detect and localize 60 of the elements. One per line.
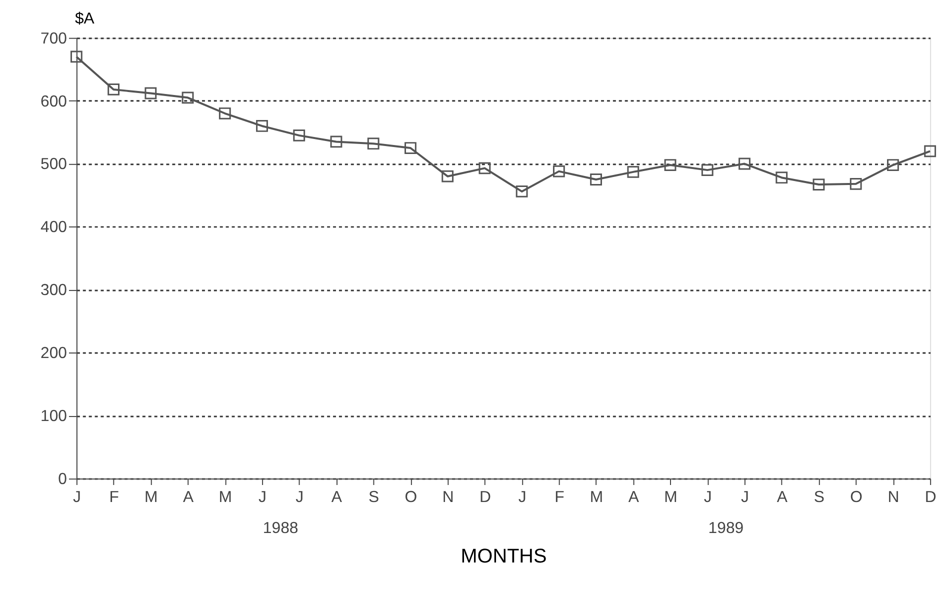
point xyxy=(404,142,416,154)
x-tick-label: F xyxy=(554,488,565,506)
point xyxy=(182,92,194,104)
y-tick-label: 0 xyxy=(58,471,68,488)
y-tick-label: 400 xyxy=(40,219,68,236)
x-tick-label: J xyxy=(704,488,712,506)
point xyxy=(256,120,268,132)
x-tick-label: D xyxy=(479,488,491,506)
point xyxy=(330,136,342,148)
point xyxy=(701,164,714,176)
point xyxy=(478,162,491,174)
point xyxy=(850,178,862,190)
y-axis-title: $A xyxy=(74,10,95,28)
point xyxy=(552,165,565,178)
x-tick-label: J xyxy=(518,488,526,506)
x-tick-label: A xyxy=(628,488,640,506)
x-tick-label: J xyxy=(741,488,749,506)
point xyxy=(812,178,825,190)
point xyxy=(590,174,602,186)
point xyxy=(516,186,528,198)
x-tick-label: D xyxy=(924,488,936,506)
x-tick-label: A xyxy=(776,488,788,506)
x-tick-label: A xyxy=(331,488,342,506)
point xyxy=(664,159,676,171)
x-tick-label: J xyxy=(72,488,81,506)
x-tick-label: S xyxy=(814,488,825,506)
x-tick-label: O xyxy=(404,488,418,506)
point xyxy=(738,158,750,170)
point xyxy=(218,107,231,120)
text: 1989 xyxy=(708,520,744,538)
y-tick-label: 500 xyxy=(40,156,68,174)
x-tick-label: S xyxy=(368,488,380,506)
point xyxy=(924,145,936,158)
x-tick-label: A xyxy=(182,488,194,506)
point xyxy=(293,129,306,142)
x-tick-label: J xyxy=(296,488,304,506)
x-tick-label: N xyxy=(888,488,900,506)
point xyxy=(887,159,899,171)
y-tick-label: 100 xyxy=(40,408,68,426)
x-tick-label: M xyxy=(590,488,604,506)
x-tick-label: O xyxy=(850,488,863,506)
y-tick-label: 200 xyxy=(40,345,68,362)
point xyxy=(70,50,82,63)
x-tick-label: M xyxy=(144,488,158,506)
point xyxy=(776,172,788,184)
x-axis-title: MONTHS xyxy=(460,545,547,568)
text: 1988 xyxy=(262,520,298,538)
point xyxy=(108,84,120,96)
x-tick-label: N xyxy=(442,488,454,506)
x-tick-label: M xyxy=(218,488,232,506)
point xyxy=(442,170,454,182)
point xyxy=(627,166,640,178)
y-tick-label: 600 xyxy=(40,93,68,110)
y-tick-label: 700 xyxy=(40,30,68,48)
point xyxy=(367,138,380,150)
x-tick-label: M xyxy=(664,488,678,506)
y-tick-label: 300 xyxy=(40,282,68,300)
x-tick-label: F xyxy=(109,488,120,506)
point xyxy=(144,87,157,100)
x-tick-label: J xyxy=(258,488,266,506)
